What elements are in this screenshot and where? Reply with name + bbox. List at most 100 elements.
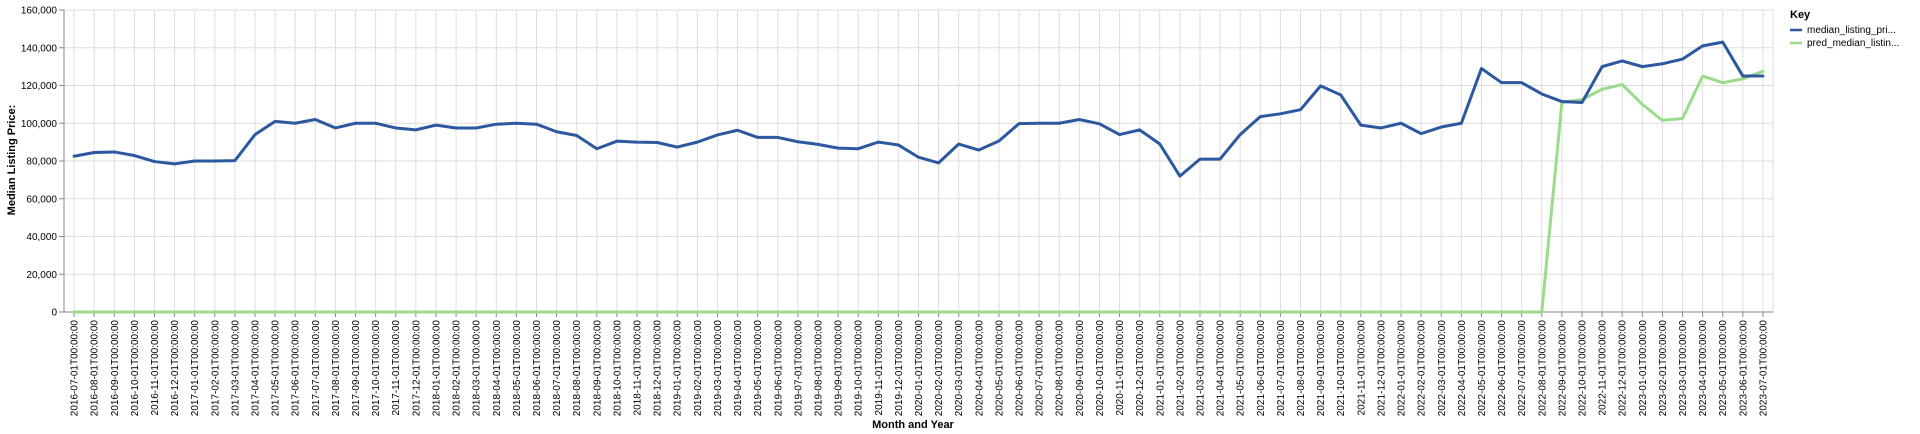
x-tick-label: 2020-10-01T00:00:00 [1095, 320, 1106, 417]
x-tick-label: 2016-11-01T00:00:00 [150, 320, 161, 416]
x-tick-label: 2022-07-01T00:00:00 [1517, 320, 1528, 417]
x-tick-label: 2021-02-01T00:00:00 [1175, 320, 1186, 417]
x-tick-label: 2022-02-01T00:00:00 [1417, 320, 1428, 417]
x-tick-label: 2017-05-01T00:00:00 [271, 320, 282, 417]
x-tick-label: 2022-12-01T00:00:00 [1618, 320, 1629, 417]
x-tick-label: 2020-09-01T00:00:00 [1075, 320, 1086, 417]
x-tick-label: 2016-08-01T00:00:00 [90, 320, 101, 417]
x-tick-label: 2023-02-01T00:00:00 [1658, 320, 1669, 417]
x-tick-label: 2021-11-01T00:00:00 [1356, 320, 1367, 416]
x-tick-label: 2022-04-01T00:00:00 [1457, 320, 1468, 417]
x-tick-label: 2020-01-01T00:00:00 [914, 320, 925, 417]
x-tick-label: 2021-12-01T00:00:00 [1376, 320, 1387, 417]
x-tick-label: 2022-10-01T00:00:00 [1577, 320, 1588, 417]
x-tick-label: 2022-08-01T00:00:00 [1537, 320, 1548, 417]
x-tick-label: 2021-03-01T00:00:00 [1195, 320, 1206, 417]
x-tick-label: 2019-04-01T00:00:00 [733, 320, 744, 417]
x-tick-label: 2021-05-01T00:00:00 [1236, 320, 1247, 417]
x-tick-label: 2022-11-01T00:00:00 [1598, 320, 1609, 416]
x-tick-label: 2019-08-01T00:00:00 [813, 320, 824, 417]
x-tick-label: 2017-07-01T00:00:00 [311, 320, 322, 417]
legend: Key median_listing_pri... pred_median_lis… [1790, 9, 1899, 49]
x-tick-label: 2019-12-01T00:00:00 [894, 320, 905, 417]
x-tick-label: 2021-06-01T00:00:00 [1256, 320, 1267, 417]
x-tick-label: 2019-10-01T00:00:00 [854, 320, 865, 417]
x-tick-label: 2019-06-01T00:00:00 [773, 320, 784, 417]
x-tick-label: 2018-02-01T00:00:00 [452, 320, 463, 417]
x-tick-label: 2022-03-01T00:00:00 [1437, 320, 1448, 417]
x-tick-label: 2021-08-01T00:00:00 [1296, 320, 1307, 417]
x-tick-label: 2017-11-01T00:00:00 [391, 320, 402, 416]
y-tick-label: 80,000 [26, 157, 57, 168]
x-tick-label: 2018-06-01T00:00:00 [532, 320, 543, 417]
x-tick-label: 2018-05-01T00:00:00 [512, 320, 523, 417]
x-tick-label: 2020-07-01T00:00:00 [1035, 320, 1046, 417]
y-tick-label: 100,000 [21, 119, 58, 130]
x-tick-label: 2017-09-01T00:00:00 [351, 320, 362, 417]
x-tick-label: 2019-01-01T00:00:00 [673, 320, 684, 417]
x-tick-label: 2017-06-01T00:00:00 [291, 320, 302, 417]
x-tick-label: 2017-03-01T00:00:00 [230, 320, 241, 417]
y-axis-title: Median Listing Price: [6, 105, 18, 216]
x-tick-label: 2016-10-01T00:00:00 [130, 320, 141, 417]
x-tick-label: 2022-05-01T00:00:00 [1477, 320, 1488, 417]
x-tick-label: 2021-07-01T00:00:00 [1276, 320, 1287, 417]
x-tick-label: 2019-02-01T00:00:00 [693, 320, 704, 417]
x-tick-label: 2021-04-01T00:00:00 [1216, 320, 1227, 417]
x-tick-label: 2018-11-01T00:00:00 [633, 320, 644, 416]
legend-label-2: pred_median_listin... [1807, 38, 1899, 49]
axes: 0 20,000 40,000 60,000 80,000 100,000 120,000 1… [21, 6, 1773, 417]
x-tick-label: 2019-09-01T00:00:00 [834, 320, 845, 417]
x-tick-label: 2020-05-01T00:00:00 [994, 320, 1005, 417]
legend-entries: median_listing_pri... pred_median_listin.… [1790, 25, 1899, 49]
x-tick-label: 2018-10-01T00:00:00 [612, 320, 623, 417]
y-tick-label: 160,000 [21, 6, 58, 17]
series-lines [72, 40, 1765, 314]
x-tick-label: 2021-09-01T00:00:00 [1316, 320, 1327, 417]
y-tick-label: 60,000 [26, 194, 57, 205]
x-tick-label: 2018-04-01T00:00:00 [492, 320, 503, 417]
x-tick-label: 2021-01-01T00:00:00 [1155, 320, 1166, 417]
series-line-2 [72, 69, 1765, 314]
legend-label-1: median_listing_pri... [1807, 25, 1896, 36]
x-tick-label: 2023-07-01T00:00:00 [1758, 320, 1769, 417]
x-tick-label: 2020-11-01T00:00:00 [1115, 320, 1126, 416]
x-tick-label: 2022-01-01T00:00:00 [1397, 320, 1408, 417]
x-tick-label: 2023-05-01T00:00:00 [1718, 320, 1729, 417]
x-tick-label: 2017-08-01T00:00:00 [331, 320, 342, 417]
x-tick-label: 2017-01-01T00:00:00 [190, 320, 201, 417]
x-tick-label: 2020-06-01T00:00:00 [1015, 320, 1026, 417]
y-tick-label: 120,000 [21, 81, 58, 92]
y-tick-label: 20,000 [26, 270, 57, 281]
x-tick-label: 2023-03-01T00:00:00 [1678, 320, 1689, 417]
x-tick-label: 2017-04-01T00:00:00 [251, 320, 262, 417]
x-tick-label: 2022-09-01T00:00:00 [1557, 320, 1568, 417]
x-tick-label: 2020-12-01T00:00:00 [1135, 320, 1146, 417]
x-tick-label: 2016-12-01T00:00:00 [170, 320, 181, 417]
x-tick-label: 2017-10-01T00:00:00 [371, 320, 382, 417]
y-tick-label: 40,000 [26, 232, 57, 243]
x-tick-label: 2022-06-01T00:00:00 [1497, 320, 1508, 417]
y-tick-label: 0 [51, 308, 57, 319]
x-tick-label: 2020-03-01T00:00:00 [954, 320, 965, 417]
x-tick-label: 2018-03-01T00:00:00 [472, 320, 483, 417]
y-tick-label: 140,000 [21, 43, 58, 54]
x-tick-label: 2018-08-01T00:00:00 [572, 320, 583, 417]
gridlines [64, 9, 1774, 313]
x-axis-title: Month and Year [872, 419, 954, 431]
x-tick-label: 2023-04-01T00:00:00 [1698, 320, 1709, 417]
x-tick-label: 2019-11-01T00:00:00 [874, 320, 885, 416]
x-tick-label: 2018-01-01T00:00:00 [431, 320, 442, 417]
x-tick-label: 2023-06-01T00:00:00 [1738, 320, 1749, 417]
x-tick-label: 2017-02-01T00:00:00 [210, 320, 221, 417]
x-tick-label: 2021-10-01T00:00:00 [1336, 320, 1347, 417]
x-tick-label: 2019-07-01T00:00:00 [793, 320, 804, 417]
x-tick-label: 2016-09-01T00:00:00 [110, 320, 121, 417]
x-tick-label: 2018-09-01T00:00:00 [592, 320, 603, 417]
x-tick-label: 2019-05-01T00:00:00 [753, 320, 764, 417]
x-tick-label: 2023-01-01T00:00:00 [1638, 320, 1649, 417]
x-tick-label: 2018-07-01T00:00:00 [552, 320, 563, 417]
x-tick-label: 2020-02-01T00:00:00 [934, 320, 945, 417]
series-line-1 [72, 40, 1765, 178]
